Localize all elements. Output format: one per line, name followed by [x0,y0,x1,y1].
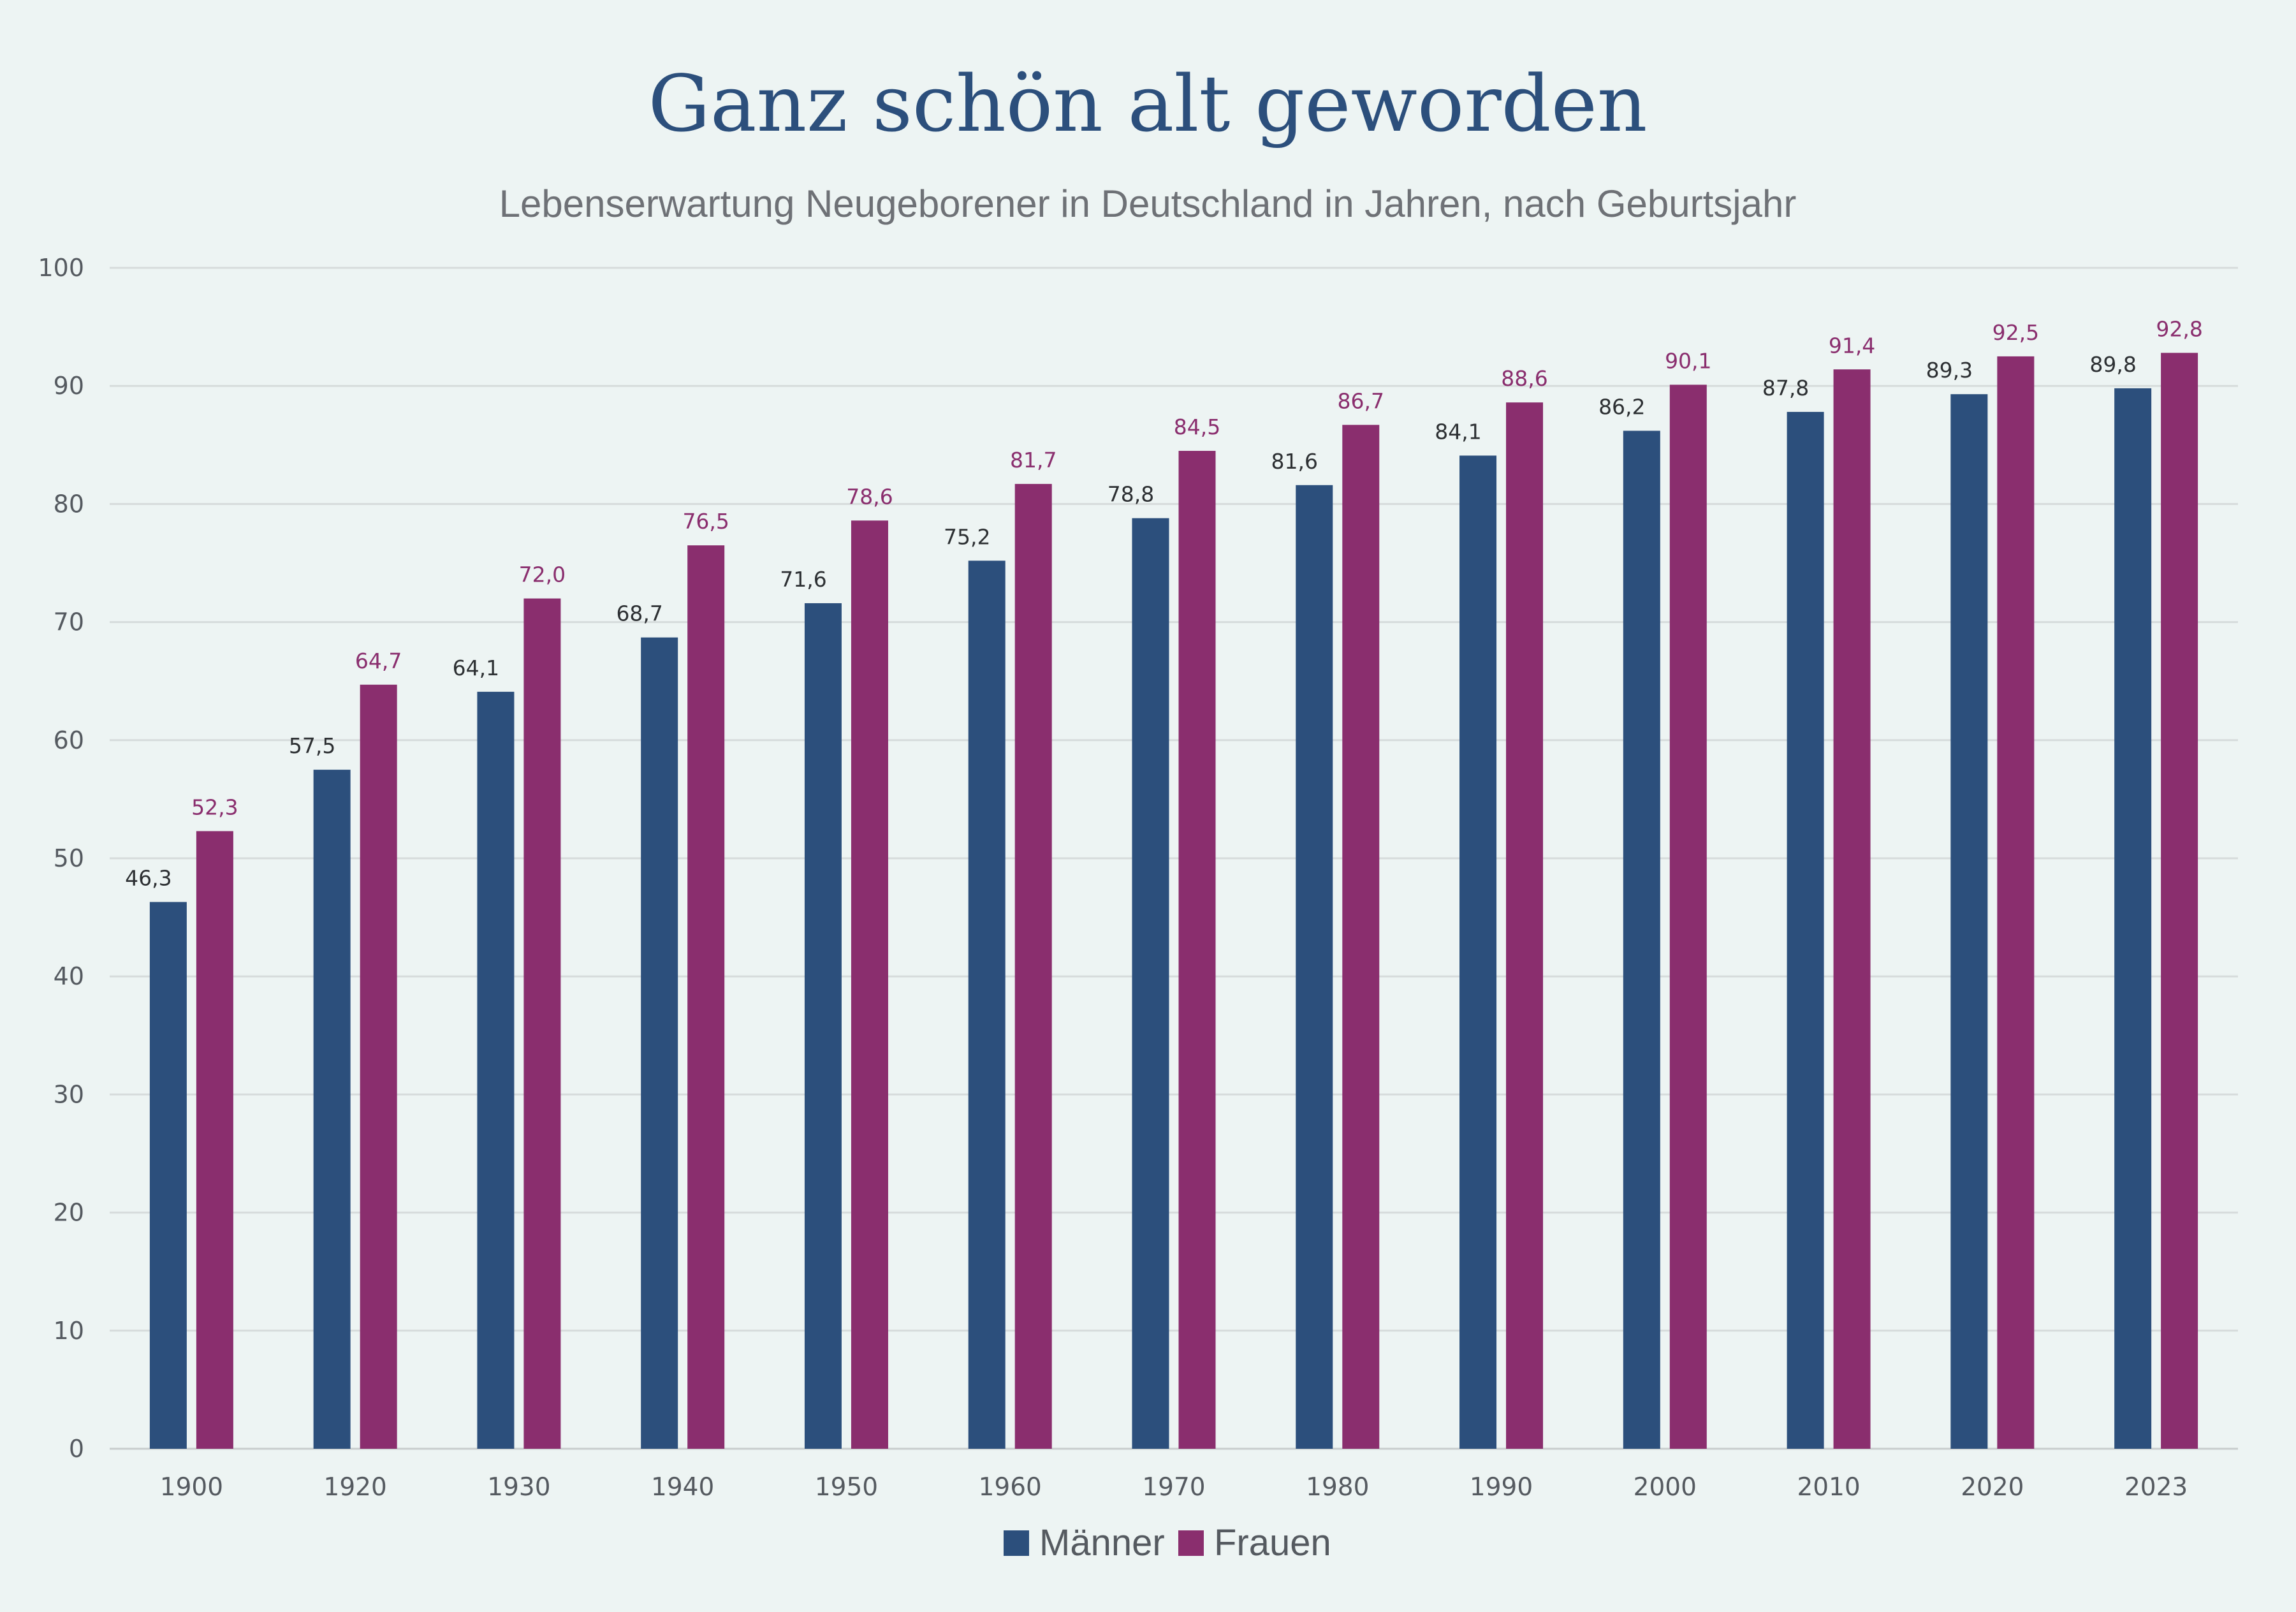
bar-frauen-1970 [1178,451,1216,1449]
y-axis-ticks: 0 10 20 30 40 50 60 70 80 90 100 [38,254,84,1463]
y-tick-label: 60 [54,726,84,754]
data-label: 57,5 [289,733,335,758]
bars [149,353,2198,1449]
bar-maenner-2010 [1787,411,1824,1449]
bar-frauen-1940 [687,545,725,1449]
bar-maenner-2000 [1623,430,1660,1449]
data-label: 89,8 [2089,352,2136,377]
y-tick-label: 70 [54,608,84,636]
data-label: 78,8 [1108,482,1154,507]
y-tick-label: 10 [54,1317,84,1345]
data-label: 90,1 [1665,348,1711,373]
data-label: 92,5 [1993,320,2039,345]
x-tick-label: 1920 [324,1473,387,1502]
data-label: 52,3 [191,795,238,819]
bar-maenner-1900 [149,902,187,1449]
bar-maenner-2020 [1950,394,1988,1449]
data-label: 72,0 [519,562,566,587]
legend-swatch-frauen [1178,1530,1204,1556]
bar-frauen-1980 [1342,425,1380,1449]
data-label: 91,4 [1829,333,1875,358]
data-label: 88,6 [1501,366,1547,391]
data-label: 92,8 [2156,316,2202,341]
data-label: 75,2 [944,524,990,549]
x-tick-label: 2023 [2124,1473,2188,1502]
x-tick-label: 1900 [160,1473,223,1502]
bar-frauen-2000 [1669,385,1707,1449]
bar-frauen-1990 [1506,402,1544,1449]
x-tick-label: 2010 [1797,1473,1860,1502]
grid-lines [110,267,2238,1450]
x-axis-ticks: 1900 1920 1930 1940 1950 1960 1970 1980 1990 2000… [160,1473,2188,1502]
bar-frauen-1960 [1014,483,1052,1449]
bar-maenner-1950 [804,603,842,1449]
y-tick-label: 30 [54,1080,84,1108]
x-tick-label: 2000 [1634,1473,1697,1502]
data-label: 71,6 [780,567,826,592]
data-label: 84,1 [1435,419,1481,444]
data-label: 81,7 [1010,448,1057,473]
x-tick-label: 1930 [487,1473,550,1502]
y-tick-label: 50 [54,844,84,872]
legend: Männer Frauen [1004,1522,1331,1564]
legend-label-maenner: Männer [1039,1522,1165,1564]
legend-swatch-maenner [1004,1530,1029,1556]
x-tick-label: 1980 [1306,1473,1369,1502]
data-label: 86,2 [1598,395,1645,420]
x-tick-label: 1960 [979,1473,1042,1502]
bar-maenner-1960 [968,561,1005,1449]
data-label: 87,8 [1762,376,1809,400]
y-tick-label: 80 [54,490,84,518]
data-label: 46,3 [125,866,172,891]
bar-maenner-1970 [1132,518,1169,1449]
data-label: 84,5 [1174,414,1220,439]
y-tick-label: 40 [54,962,84,990]
bar-maenner-1990 [1459,455,1497,1449]
y-tick-label: 90 [54,372,84,400]
bar-frauen-1900 [196,831,233,1449]
data-label: 78,6 [846,484,893,509]
bar-frauen-2023 [2161,353,2198,1449]
data-label: 68,7 [616,601,662,626]
y-tick-label: 100 [38,254,84,282]
bar-maenner-1980 [1296,485,1333,1449]
bar-frauen-1950 [851,520,888,1449]
data-label: 86,7 [1338,388,1384,413]
bar-frauen-2010 [1833,369,1871,1449]
data-label: 81,6 [1271,449,1318,474]
data-label: 89,3 [1926,358,1973,383]
bar-frauen-2020 [1997,356,2035,1449]
x-tick-label: 1940 [651,1473,714,1502]
bar-maenner-2023 [2114,388,2152,1449]
y-tick-label: 0 [69,1435,84,1463]
chart-title: Ganz schön alt geworden [648,59,1647,149]
data-label: 64,7 [355,648,402,673]
bar-maenner-1920 [313,770,351,1449]
data-label: 76,5 [682,509,729,534]
x-tick-label: 1970 [1142,1473,1205,1502]
legend-label-frauen: Frauen [1214,1522,1331,1564]
x-tick-label: 2020 [1961,1473,2024,1502]
bar-maenner-1940 [641,637,678,1449]
data-labels: 46,3 52,3 57,5 64,7 64,1 72,0 68,7 76,5 71,6 78,6… [125,316,2203,890]
data-label: 64,1 [453,656,499,680]
chart-subtitle: Lebenserwartung Neugeborener in Deutschl… [499,182,1797,225]
x-tick-label: 1950 [815,1473,878,1502]
x-tick-label: 1990 [1470,1473,1533,1502]
bar-frauen-1930 [523,598,561,1449]
bar-frauen-1920 [360,684,397,1449]
bar-maenner-1930 [477,691,515,1449]
y-tick-label: 20 [54,1199,84,1227]
